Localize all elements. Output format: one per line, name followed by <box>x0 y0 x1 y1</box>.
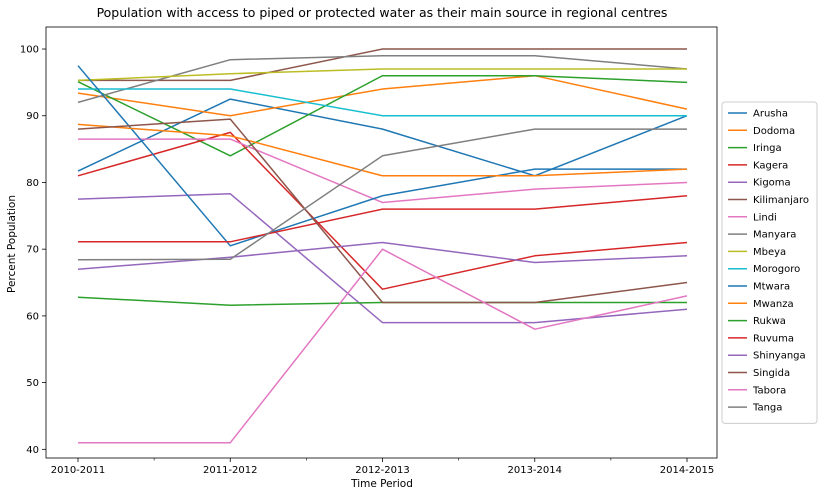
plot-frame <box>45 26 718 459</box>
y-tick-label: 60 <box>26 311 39 322</box>
series-line-manyara <box>77 54 688 104</box>
series-line-mbeya <box>77 68 687 82</box>
series-line-rukwa <box>77 296 687 306</box>
legend-label-morogoro: Morogoro <box>753 264 800 275</box>
x-tick-label: 2013-2014 <box>507 465 562 476</box>
y-tick-label: 80 <box>26 178 39 189</box>
legend-label-mwanza: Mwanza <box>753 299 794 310</box>
x-tick-label: 2010-2011 <box>51 465 106 476</box>
series-line-shinyanga <box>77 241 688 270</box>
series-line-lindi <box>78 138 688 204</box>
y-tick-label: 40 <box>26 445 39 456</box>
legend-label-tanga: Tanga <box>752 403 782 414</box>
series-line-morogoro <box>78 88 687 117</box>
series-line-dodoma <box>77 74 688 117</box>
y-axis-label: Percent Population <box>6 195 18 293</box>
series-line-tabora <box>78 248 688 444</box>
legend-label-mbeya: Mbeya <box>753 247 786 258</box>
legend-label-tabora: Tabora <box>752 385 786 396</box>
chart-title: Population with access to piped or prote… <box>97 5 668 20</box>
series-line-mwanza <box>77 123 688 177</box>
series-line-ruvuma <box>78 195 688 243</box>
y-tick-label: 90 <box>26 111 39 122</box>
legend-label-kigoma: Kigoma <box>753 178 791 189</box>
x-tick-label: 2012-2013 <box>355 465 410 476</box>
series-line-kilimanjaro <box>78 48 687 82</box>
series-line-tanga <box>77 128 687 261</box>
legend-label-singida: Singida <box>753 368 790 379</box>
series-line-singida <box>77 118 688 304</box>
series-line-mtwara <box>77 65 687 247</box>
y-tick-label: 50 <box>26 378 39 389</box>
x-tick-label: 2011-2012 <box>203 465 258 476</box>
legend-label-shinyanga: Shinyanga <box>753 351 806 362</box>
legend-label-manyara: Manyara <box>753 230 796 241</box>
legend-label-kagera: Kagera <box>753 160 788 171</box>
legend-label-iringa: Iringa <box>753 143 782 154</box>
legend-label-dodoma: Dodoma <box>753 126 795 137</box>
series-line-iringa <box>77 74 688 157</box>
legend: Arusha Dodoma Iringa Kagera Kigoma Kilimanjar… <box>721 101 818 424</box>
series-line-kigoma <box>77 193 688 324</box>
series-line-arusha <box>77 98 688 177</box>
legend-label-arusha: Arusha <box>753 109 788 120</box>
x-axis-label: Time Period <box>350 478 413 490</box>
series-line-kagera <box>77 131 688 290</box>
legend-label-mtwara: Mtwara <box>753 282 790 293</box>
legend-label-rukwa: Rukwa <box>753 316 786 327</box>
x-tick-label: 2014-2015 <box>660 465 715 476</box>
legend-label-ruvuma: Ruvuma <box>753 333 794 344</box>
legend-label-lindi: Lindi <box>753 212 777 223</box>
plot-area: 40 50 60 70 80 90 100 2010-2011 2011-2012 2012-20… <box>20 26 718 476</box>
y-tick-label: 100 <box>20 45 39 56</box>
legend-label-kilimanjaro: Kilimanjaro <box>753 195 809 206</box>
y-tick-label: 70 <box>26 245 39 256</box>
